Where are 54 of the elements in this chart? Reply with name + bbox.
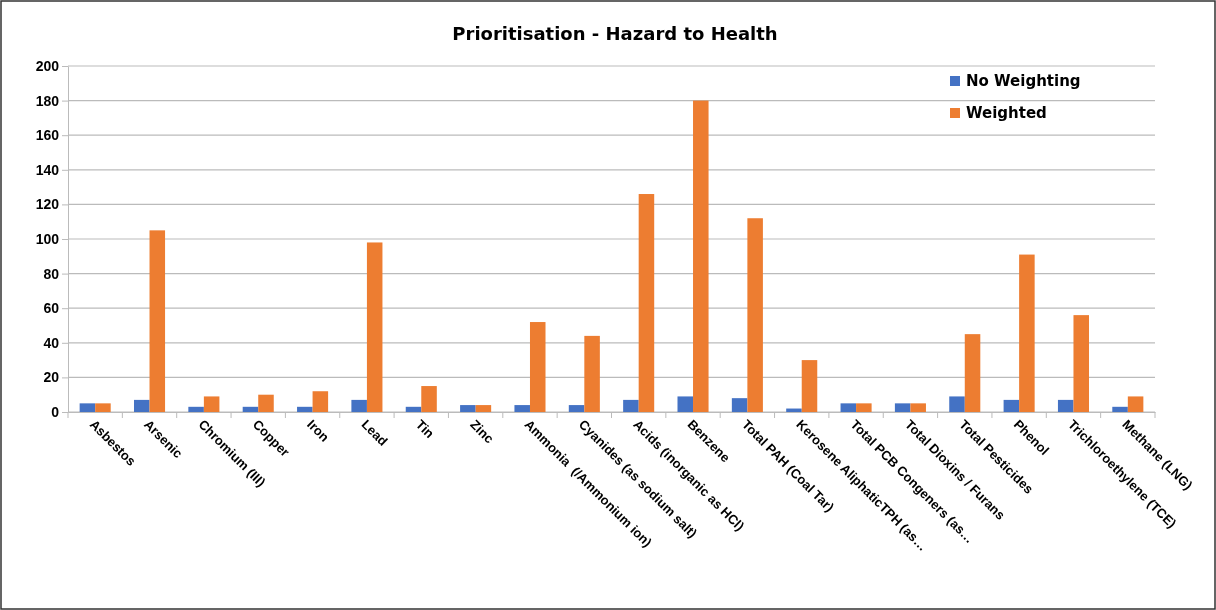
- bar: [584, 335, 600, 412]
- bar: [894, 403, 911, 412]
- bar: [475, 405, 492, 412]
- bar: [638, 194, 655, 412]
- y-tick-label: 20: [43, 369, 60, 386]
- y-tick-label: 80: [43, 265, 60, 282]
- bar: [95, 403, 111, 412]
- bar: [134, 399, 150, 412]
- bar: [312, 391, 329, 412]
- bar: [242, 406, 259, 412]
- bar: [1127, 396, 1144, 412]
- bar: [747, 218, 763, 412]
- y-tick-label: 60: [43, 300, 60, 317]
- bar: [1073, 315, 1089, 412]
- legend-label: No Weighting: [966, 72, 1081, 90]
- bar: [731, 398, 748, 412]
- bar: [188, 406, 204, 412]
- y-tick-label: 160: [35, 127, 60, 144]
- bar: [351, 399, 367, 412]
- bar: [840, 403, 857, 412]
- bar: [1057, 399, 1074, 412]
- bar: [801, 360, 818, 412]
- y-tick-label: 100: [35, 230, 60, 247]
- y-tick-label: 180: [35, 92, 60, 109]
- y-tick-label: 200: [35, 57, 60, 74]
- x-tick-label: Tin: [412, 416, 438, 441]
- bar: [149, 230, 166, 412]
- bar: [79, 403, 96, 412]
- y-tick-label: 140: [35, 161, 60, 178]
- chart-title: Prioritisation - Hazard to Health: [452, 23, 778, 44]
- bar: [856, 403, 872, 412]
- bar: [421, 386, 437, 412]
- y-tick-label: 0: [51, 403, 60, 420]
- bar: [964, 334, 981, 412]
- bar: [1003, 399, 1020, 412]
- bar: [529, 322, 546, 412]
- y-tick-label: 40: [43, 334, 60, 351]
- bar: [297, 406, 313, 412]
- bar: [203, 396, 220, 412]
- bar: [1112, 406, 1128, 412]
- bar: [514, 405, 530, 412]
- bar: [1019, 254, 1035, 412]
- bar: [693, 100, 709, 412]
- bar: [677, 396, 694, 412]
- bar: [258, 394, 274, 412]
- bar: [623, 399, 639, 412]
- legend-label: Weighted: [966, 104, 1047, 122]
- bar: [366, 242, 383, 412]
- bar: [949, 396, 965, 412]
- bar: [910, 403, 926, 412]
- bar: [460, 405, 476, 412]
- bar: [568, 405, 585, 412]
- bar: [405, 406, 422, 412]
- y-tick-label: 120: [35, 196, 60, 213]
